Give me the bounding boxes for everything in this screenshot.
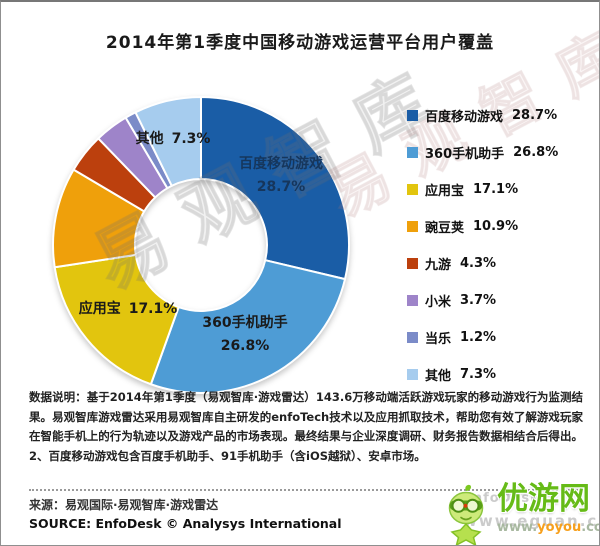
callout-value: 26.8% bbox=[220, 338, 270, 354]
legend-value: 4.3% bbox=[460, 255, 497, 271]
mascot-icon bbox=[448, 484, 484, 545]
legend-value: 7.3% bbox=[460, 366, 497, 382]
source-line-en: SOURCE: EnfoDesk © Analysys Internationa… bbox=[29, 516, 342, 531]
callout-label: 百度移动游戏 bbox=[239, 156, 323, 172]
callout-value: 7.3% bbox=[171, 131, 211, 147]
legend-value: 28.7% bbox=[512, 107, 558, 123]
legend-label: 应用宝 bbox=[425, 183, 465, 199]
donut-slice-应用宝 bbox=[53, 253, 180, 386]
donut-slice-百度移动游戏 bbox=[200, 96, 350, 281]
callout-value: 28.7% bbox=[256, 179, 306, 195]
data-note: 数据说明：基于2014年第1季度（易观智库·游戏雷达）143.6万移动端活跃游戏… bbox=[29, 390, 583, 463]
legend-item-其他: 其他 7.3% bbox=[407, 362, 558, 386]
legend-swatch-icon bbox=[407, 146, 418, 158]
legend-value: 1.2% bbox=[460, 329, 497, 345]
legend-swatch-icon bbox=[407, 331, 418, 343]
divider-dotted bbox=[29, 489, 586, 491]
donut-slice-其他 bbox=[134, 96, 202, 187]
legend-item-九游: 九游 4.3% bbox=[407, 251, 558, 275]
legend-item-应用宝: 应用宝 17.1% bbox=[407, 177, 558, 201]
legend-swatch-icon bbox=[407, 220, 418, 232]
legend: 百度移动游戏 28.7% 360手机助手 26.8% 应用宝 17.1% 豌豆荚 10.9% 九… bbox=[407, 103, 558, 399]
legend-value: 26.8% bbox=[513, 144, 559, 160]
legend-label: 九游 bbox=[425, 257, 452, 273]
page-title: 2014年第1季度中国移动游戏运营平台用户覆盖 bbox=[105, 33, 495, 53]
legend-item-当乐: 当乐 1.2% bbox=[407, 325, 558, 349]
legend-label: 百度移动游戏 bbox=[425, 109, 504, 125]
legend-item-豌豆荚: 豌豆荚 10.9% bbox=[407, 214, 558, 238]
chart-callout-baidu: 百度移动游戏 28.7% bbox=[201, 157, 361, 194]
legend-value: 3.7% bbox=[460, 292, 497, 308]
legend-value: 17.1% bbox=[473, 181, 519, 197]
chart-callout-yingyongbao: 应用宝 17.1% bbox=[48, 302, 208, 316]
legend-value: 10.9% bbox=[473, 218, 519, 234]
callout-label: 360手机助手 bbox=[202, 315, 288, 331]
donut-slice-360手机助手 bbox=[149, 259, 347, 394]
legend-item-360手机助手: 360手机助手 26.8% bbox=[407, 140, 558, 164]
callout-label: 应用宝 bbox=[78, 301, 121, 317]
enfodesk-watermark: EnfoDesk www.eguan.cn bbox=[463, 491, 600, 530]
legend-label: 其他 bbox=[425, 368, 452, 384]
legend-item-小米: 小米 3.7% bbox=[407, 288, 558, 312]
legend-item-百度移动游戏: 百度移动游戏 28.7% bbox=[407, 103, 558, 127]
donut-chart bbox=[52, 96, 350, 394]
legend-swatch-icon bbox=[407, 257, 418, 269]
legend-label: 360手机助手 bbox=[425, 146, 505, 162]
yoyou-logo-url: www.yoyou.com bbox=[497, 520, 599, 535]
yoyou-logo: 优游网 www.yoyou.com bbox=[437, 481, 599, 545]
callout-value: 17.1% bbox=[128, 301, 178, 317]
legend-label: 豌豆荚 bbox=[425, 220, 465, 236]
chart-callout-360: 360手机助手 26.8% bbox=[165, 316, 325, 353]
callout-label: 其他 bbox=[135, 131, 164, 147]
legend-swatch-icon bbox=[407, 294, 418, 306]
chart-callout-others: 其他 7.3% bbox=[93, 132, 253, 146]
legend-swatch-icon bbox=[407, 183, 418, 195]
enfodesk-watermark-url: www.eguan.cn bbox=[463, 512, 600, 530]
source-line-cn: 来源：易观国际·易观智库·游戏雷达 bbox=[29, 498, 219, 512]
legend-swatch-icon bbox=[407, 109, 418, 121]
legend-label: 当乐 bbox=[425, 331, 452, 347]
legend-label: 小米 bbox=[425, 294, 452, 310]
legend-swatch-icon bbox=[407, 368, 418, 380]
yoyou-logo-name: 优游网 bbox=[497, 481, 590, 517]
